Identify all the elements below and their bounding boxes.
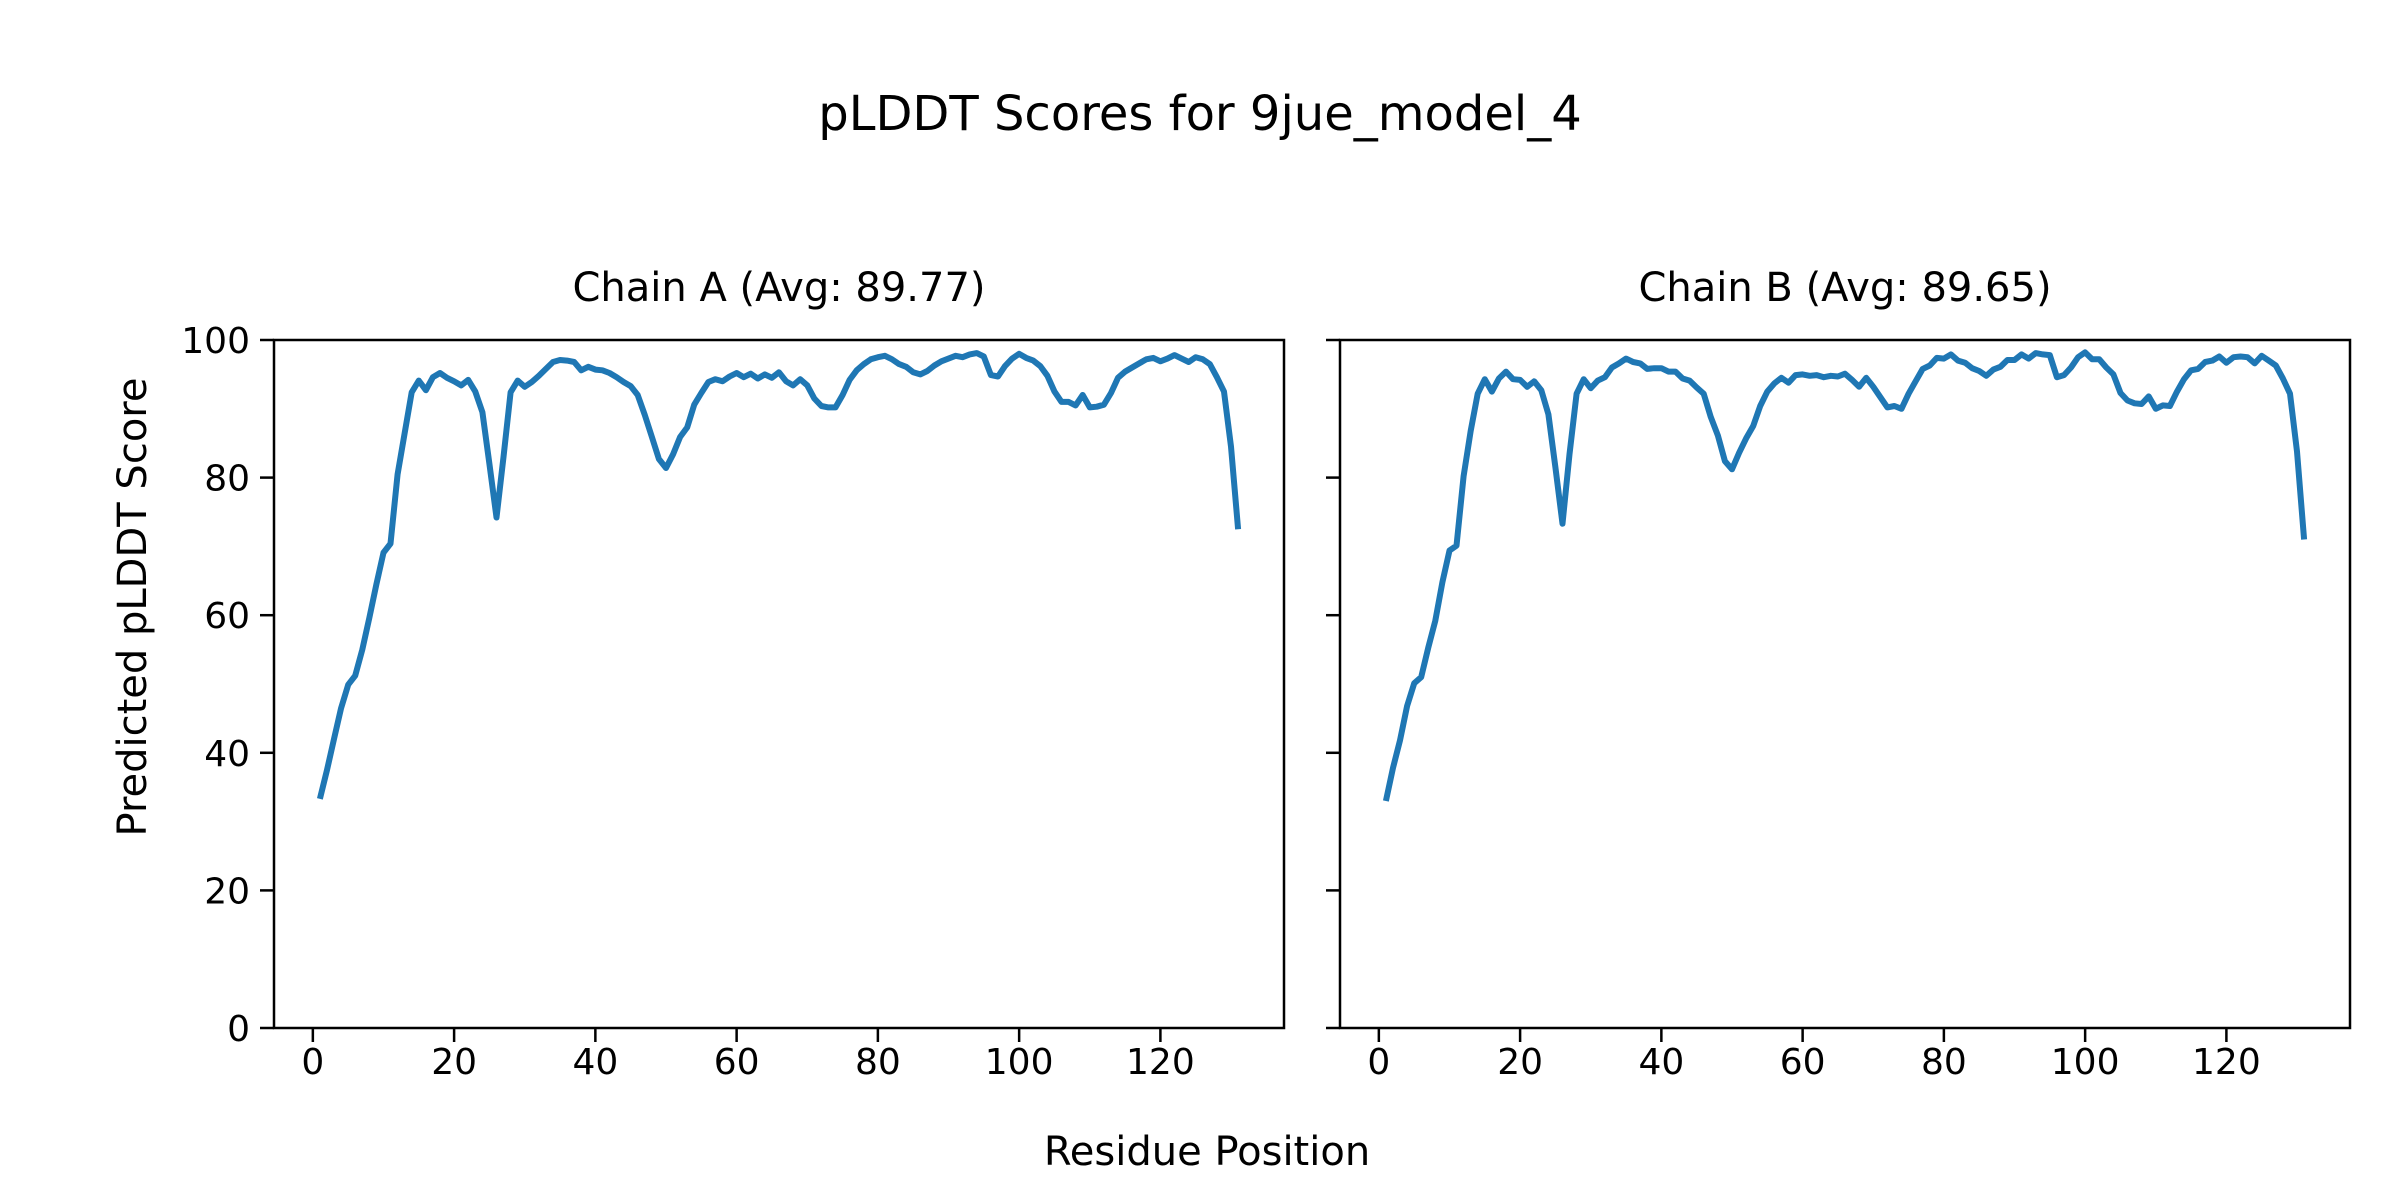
y-tick-label: 0 (227, 1009, 250, 1050)
y-tick-label: 80 (204, 459, 250, 500)
y-tick-label: 40 (204, 734, 250, 775)
y-tick-label: 20 (204, 871, 250, 912)
x-tick-label: 80 (855, 1042, 901, 1083)
x-tick-label: 0 (301, 1042, 324, 1083)
chain-b-title: Chain B (Avg: 89.65) (1638, 265, 2052, 311)
chain-b-axes: 0 20 40 60 80 100 120 (1326, 338, 2352, 1083)
axes-spines (272, 338, 1286, 1030)
x-tick-label: 60 (714, 1042, 760, 1083)
y-tick-label: 100 (181, 321, 250, 362)
x-axis-label: Residue Position (1043, 1129, 1371, 1175)
x-tick-label: 20 (431, 1042, 477, 1083)
axes-spines (1338, 338, 2352, 1030)
y-tick-label: 60 (204, 596, 250, 637)
figure-title: pLDDT Scores for 9jue_model_4 (818, 86, 1582, 142)
y-axis-label: Predicted pLDDT Score (110, 377, 156, 837)
chain-b-plddt-line (1382, 349, 2308, 802)
chain-a-axes: 0 20 40 60 80 100 120 0 20 40 60 80 100 (181, 321, 1286, 1083)
x-tick-label: 80 (1921, 1042, 1967, 1083)
x-tick-label: 40 (1638, 1042, 1684, 1083)
x-tick-label: 20 (1497, 1042, 1543, 1083)
chain-a-title: Chain A (Avg: 89.77) (572, 265, 986, 311)
x-tick-label: 40 (572, 1042, 618, 1083)
x-tick-label: 120 (2192, 1042, 2261, 1083)
x-tick-label: 0 (1367, 1042, 1390, 1083)
x-tick-label: 100 (985, 1042, 1054, 1083)
x-tick-label: 60 (1780, 1042, 1826, 1083)
chain-a-plddt-line (316, 350, 1242, 800)
x-tick-label: 100 (2051, 1042, 2120, 1083)
x-tick-label: 120 (1126, 1042, 1195, 1083)
